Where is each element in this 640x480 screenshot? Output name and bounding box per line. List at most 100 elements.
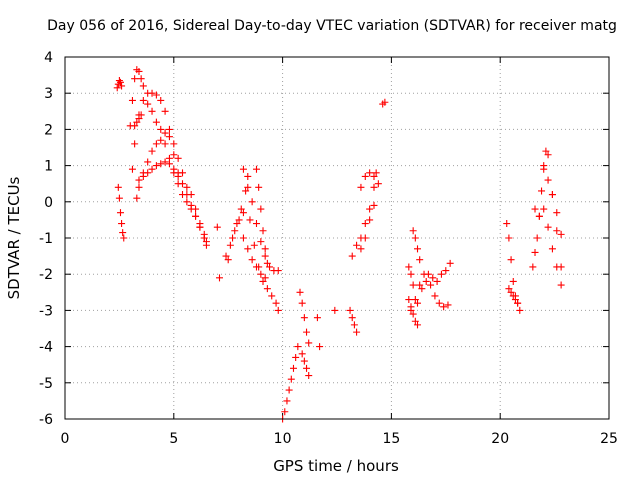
data-point: [202, 238, 210, 246]
data-point: [131, 75, 139, 83]
data-point: [553, 227, 561, 235]
data-point: [370, 201, 378, 209]
data-point: [170, 151, 178, 159]
data-point: [161, 140, 169, 148]
data-point: [248, 256, 256, 264]
y-axis-title: SDTVAR / TECUs: [5, 176, 23, 299]
data-point: [511, 296, 519, 304]
data-point: [135, 115, 143, 123]
data-point: [548, 191, 556, 199]
data-point: [116, 209, 124, 217]
x-tick-label: 10: [274, 431, 292, 447]
data-point: [305, 339, 313, 347]
data-point: [405, 296, 413, 304]
data-point: [213, 223, 221, 231]
data-point: [353, 241, 361, 249]
data-point: [350, 321, 358, 329]
series-arc-u: [348, 169, 380, 260]
data-point: [540, 162, 548, 170]
data-point: [424, 270, 432, 278]
chart-title: Day 056 of 2016, Sidereal Day-to-day VTE…: [47, 18, 617, 34]
data-point: [514, 299, 522, 307]
data-point: [348, 314, 356, 322]
data-point: [261, 274, 269, 282]
data-point: [139, 82, 147, 90]
data-point: [316, 343, 324, 351]
series-arc-ae: [505, 285, 522, 307]
series-arc-ab: [409, 227, 424, 264]
data-point: [259, 277, 267, 285]
data-point: [374, 180, 382, 188]
data-point: [224, 256, 232, 264]
data-point: [248, 198, 256, 206]
data-point: [516, 306, 524, 314]
data-point: [437, 270, 445, 278]
data-point: [366, 216, 374, 224]
series-arc-m: [252, 165, 271, 267]
data-point: [157, 125, 165, 133]
x-tick-label: 0: [61, 431, 70, 447]
data-point: [179, 169, 187, 177]
series-arc-n: [239, 234, 269, 282]
data-point: [407, 270, 415, 278]
data-point: [416, 256, 424, 264]
data-point: [246, 216, 254, 224]
data-point: [357, 183, 365, 191]
data-point: [544, 176, 552, 184]
data-point: [507, 288, 515, 296]
data-point: [283, 397, 291, 405]
data-point: [152, 91, 160, 99]
x-tick-label: 20: [491, 431, 509, 447]
y-tick-label: 4: [44, 50, 53, 66]
data-point: [137, 75, 145, 83]
data-point: [544, 151, 552, 159]
series-arc-k: [239, 165, 282, 275]
series-arc-b: [114, 183, 128, 242]
data-point: [433, 277, 441, 285]
x-tick-label: 5: [169, 431, 178, 447]
data-points: [113, 66, 565, 423]
data-point: [531, 248, 539, 256]
data-point: [144, 100, 152, 108]
data-point: [346, 306, 354, 314]
data-point: [507, 256, 515, 264]
data-point: [409, 281, 417, 289]
data-point: [157, 96, 165, 104]
data-point: [361, 172, 369, 180]
data-point: [266, 263, 274, 271]
data-point: [411, 296, 419, 304]
data-point: [531, 205, 539, 213]
series-arc-aa: [414, 277, 452, 311]
data-point: [244, 172, 252, 180]
data-point: [505, 234, 513, 242]
data-point: [289, 364, 297, 372]
series-arc-a: [113, 77, 126, 92]
data-point: [357, 245, 365, 253]
data-point: [257, 270, 265, 278]
data-point: [540, 205, 548, 213]
y-tick-label: -3: [39, 303, 53, 319]
data-point: [170, 165, 178, 173]
data-point: [114, 183, 122, 191]
data-point: [235, 216, 243, 224]
data-point: [529, 263, 537, 271]
data-point: [261, 252, 269, 260]
data-point: [255, 183, 263, 191]
data-point: [165, 160, 173, 168]
data-point: [331, 306, 339, 314]
data-point: [183, 183, 191, 191]
data-point: [152, 162, 160, 170]
data-point: [231, 227, 239, 235]
data-point: [348, 252, 356, 260]
data-point: [353, 328, 361, 336]
series-arc-h: [213, 223, 223, 282]
series-arc-e: [133, 136, 208, 242]
series-arc-ag: [531, 205, 565, 289]
data-point: [244, 183, 252, 191]
y-tick-label: 1: [44, 159, 53, 175]
data-point: [553, 263, 561, 271]
data-point: [407, 306, 415, 314]
data-point: [120, 234, 128, 242]
data-point: [196, 223, 204, 231]
data-point: [128, 165, 136, 173]
